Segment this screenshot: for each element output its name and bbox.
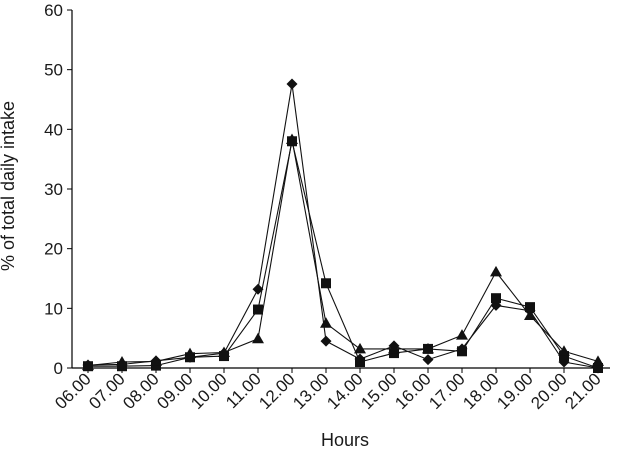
series-markers xyxy=(82,78,604,374)
x-tick-label: 13.00 xyxy=(289,369,333,413)
data-point-triangle xyxy=(422,342,434,354)
data-point-square xyxy=(457,346,467,357)
x-tick-label: 14.00 xyxy=(323,369,367,413)
x-tick-label: 08.00 xyxy=(119,369,163,413)
data-point-square xyxy=(355,357,365,368)
x-tick-label: 18.00 xyxy=(459,369,503,413)
data-point-triangle xyxy=(252,332,264,344)
data-point-diamond xyxy=(286,78,298,90)
data-point-square xyxy=(321,278,331,289)
y-tick-label: 60 xyxy=(44,1,63,20)
x-tick-label: 15.00 xyxy=(357,369,401,413)
x-tick-label: 19.00 xyxy=(493,369,537,413)
y-tick-label: 0 xyxy=(54,359,63,378)
data-point-triangle xyxy=(82,359,94,371)
y-tick-label: 40 xyxy=(44,120,63,139)
data-point-triangle xyxy=(524,309,536,320)
y-tick-label: 20 xyxy=(44,240,63,259)
data-point-diamond xyxy=(252,283,264,295)
data-point-square xyxy=(253,304,263,315)
data-point-triangle xyxy=(116,356,128,367)
x-tick-label: 11.00 xyxy=(222,369,265,412)
data-point-triangle xyxy=(558,345,570,356)
data-point-triangle xyxy=(490,265,502,277)
data-point-triangle xyxy=(320,317,332,328)
data-point-square xyxy=(559,351,569,362)
series-lines xyxy=(87,83,599,369)
data-point-triangle xyxy=(592,355,604,366)
y-tick-label: 50 xyxy=(44,61,63,80)
x-tick-label: 07.00 xyxy=(85,369,129,413)
y-axis-ticks: 0 10 20 30 40 50 60 xyxy=(44,1,72,378)
x-tick-label: 17.00 xyxy=(425,369,469,413)
series-line-square xyxy=(88,141,599,369)
data-point-square xyxy=(525,302,535,313)
data-point-triangle xyxy=(456,329,468,340)
data-point-diamond xyxy=(422,354,434,366)
data-point-triangle xyxy=(286,133,298,144)
data-point-triangle xyxy=(354,342,366,354)
x-tick-label: 16.00 xyxy=(391,369,435,413)
series-line-triangle xyxy=(87,139,599,367)
x-tick-label: 12.00 xyxy=(255,369,299,413)
x-axis-label: Hours xyxy=(321,430,369,450)
data-point-triangle xyxy=(184,347,196,359)
x-axis-ticks: 06.0007.0008.0009.0010.0011.0012.0013.00… xyxy=(51,368,605,413)
data-point-triangle xyxy=(150,355,162,366)
data-point-diamond xyxy=(320,335,332,347)
y-axis-label: % of total daily intake xyxy=(0,101,18,271)
data-point-square xyxy=(491,293,501,304)
x-tick-label: 20.00 xyxy=(527,369,571,413)
series-line-diamond xyxy=(87,83,599,369)
data-point-square xyxy=(593,363,603,373)
x-tick-label: 21.00 xyxy=(561,369,605,413)
data-point-triangle xyxy=(388,342,400,354)
x-tick-label: 10.00 xyxy=(187,369,231,413)
y-tick-label: 10 xyxy=(44,299,63,318)
data-point-triangle xyxy=(218,346,230,357)
y-tick-label: 30 xyxy=(44,180,63,199)
x-tick-label: 09.00 xyxy=(153,369,197,413)
